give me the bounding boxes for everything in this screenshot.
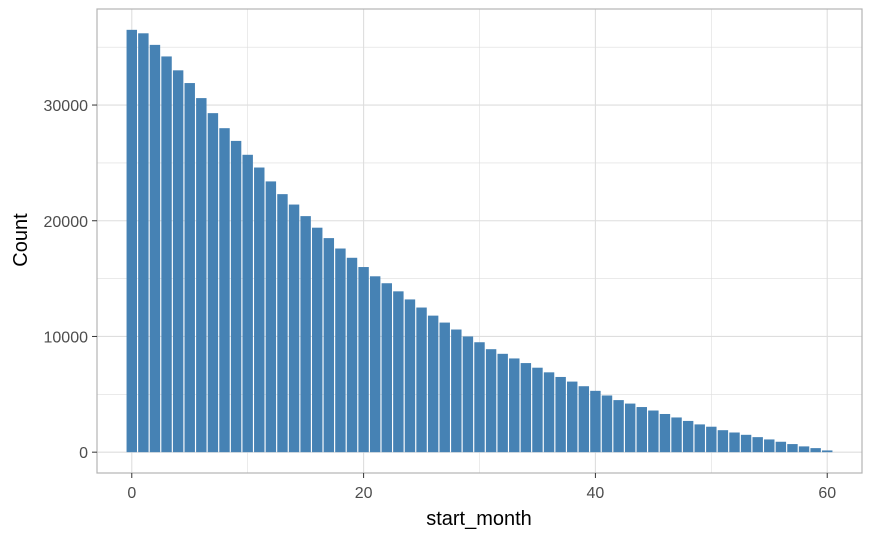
bar: [451, 329, 462, 453]
bar: [555, 376, 566, 453]
bar: [416, 307, 427, 453]
bar: [752, 437, 763, 453]
bar: [601, 395, 613, 453]
bar: [485, 349, 497, 453]
y-axis-title: Count: [10, 213, 32, 267]
bar: [346, 257, 358, 453]
bar: [254, 167, 265, 453]
bar: [532, 367, 543, 453]
bar: [636, 407, 647, 453]
bar: [358, 267, 369, 453]
bar: [578, 386, 590, 453]
bar: [196, 98, 207, 453]
bar: [300, 216, 311, 453]
bar: [775, 441, 787, 453]
y-tick-label: 10000: [44, 329, 89, 346]
bar: [648, 410, 659, 453]
bar: [242, 154, 253, 453]
bar: [509, 358, 520, 453]
tick-marks: [92, 104, 828, 478]
bar: [694, 424, 705, 453]
bar: [717, 430, 729, 453]
bar: [659, 413, 671, 453]
x-tick-label: 40: [587, 485, 605, 502]
bar: [474, 342, 485, 453]
bar: [764, 439, 775, 453]
bar: [172, 70, 184, 453]
x-tick-label: 20: [355, 485, 373, 502]
bars: [126, 29, 833, 453]
bar: [323, 238, 335, 453]
bar: [219, 128, 230, 453]
y-tick-label: 20000: [44, 214, 89, 231]
bar: [682, 420, 694, 453]
bar: [427, 315, 439, 453]
bar: [822, 450, 833, 453]
bar: [149, 44, 161, 453]
bar: [207, 113, 219, 453]
bar: [288, 204, 300, 453]
bar: [729, 432, 740, 453]
x-tick-label: 60: [818, 485, 836, 502]
y-tick-label: 30000: [44, 98, 89, 115]
bar: [671, 417, 682, 453]
bar: [312, 227, 323, 453]
x-tick-label: 0: [127, 485, 136, 502]
bar: [277, 194, 288, 453]
bar: [335, 248, 346, 453]
bar: [393, 291, 404, 453]
bar: [138, 33, 149, 453]
bar: [184, 83, 195, 453]
bar: [740, 434, 752, 453]
bar: [787, 444, 798, 453]
x-axis-title: start_month: [426, 508, 532, 530]
bar: [404, 299, 416, 453]
bar: [462, 336, 474, 453]
bar: [230, 140, 242, 453]
bar: [439, 322, 450, 453]
bar: [706, 426, 717, 453]
bar: [369, 276, 381, 453]
bar: [624, 403, 636, 453]
bar: [126, 29, 137, 453]
bar: [497, 353, 508, 453]
bar: [798, 446, 810, 453]
bar: [543, 372, 555, 453]
bar: [265, 181, 277, 453]
bar: [613, 400, 624, 453]
bar: [161, 56, 172, 453]
bar: [567, 381, 578, 453]
y-tick-label: 0: [79, 445, 88, 462]
bar: [520, 363, 532, 453]
bar: [590, 390, 601, 453]
bar: [810, 448, 821, 453]
bar: [381, 283, 392, 453]
panel-border: [96, 8, 863, 474]
